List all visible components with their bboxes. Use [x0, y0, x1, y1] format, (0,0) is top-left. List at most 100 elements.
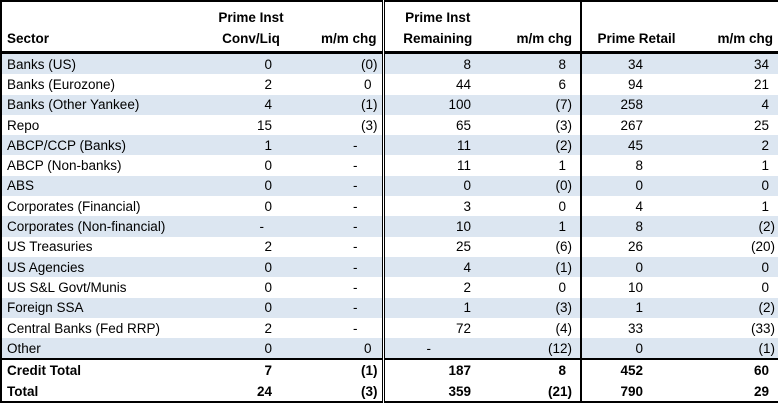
- header-row: Sector Prime Inst Conv/Liq m/m chg Prime…: [1, 1, 778, 54]
- value-cell: 1: [558, 158, 566, 174]
- sector-cell: Banks (Other Yankee): [1, 94, 206, 115]
- sector-cell: Foreign SSA: [1, 297, 206, 318]
- table-row: ABS 0-0 (0) 0 0: [1, 175, 778, 197]
- value-cell: (20): [750, 239, 775, 255]
- value-cell: (3): [361, 383, 378, 399]
- value-cell: 11: [381, 155, 491, 176]
- value-cell: 100: [381, 94, 491, 115]
- value-cell: 2: [381, 277, 491, 298]
- value-cell: (7): [491, 94, 581, 115]
- sector-header-label: Sector: [7, 31, 50, 46]
- value-cell: 10: [381, 216, 491, 237]
- value-cell: 6: [558, 76, 566, 92]
- value-cell: (0): [491, 175, 581, 197]
- value-cell: -: [381, 338, 491, 360]
- value-cell: 15: [256, 117, 272, 133]
- column-header-prime-retail: Prime Retail: [580, 1, 691, 54]
- value-cell: 0: [558, 198, 566, 214]
- value-cell: 0: [580, 256, 691, 278]
- table-row: Other 0 0- (12) 0 (1): [1, 338, 778, 360]
- value-cell: 452: [580, 358, 691, 381]
- total-row: Credit Total 7 (1) 187 8 452 60: [1, 358, 778, 381]
- value-cell: (1): [296, 94, 383, 115]
- sector-cell: ABCP (Non-banks): [7, 158, 122, 174]
- value-cell: 24: [256, 383, 272, 399]
- value-cell: 29: [753, 383, 769, 399]
- value-cell: 0: [206, 338, 296, 360]
- value-cell: (1): [691, 338, 778, 360]
- sector-cell: US Agencies: [1, 256, 206, 278]
- total-row: Total 24 (3) 359 (21) 790 29: [1, 380, 778, 403]
- value-cell: 4: [580, 196, 691, 217]
- value-cell: 0: [580, 338, 691, 360]
- column-header-mm-chg-3: m/m chg: [691, 1, 778, 54]
- value-cell: 1: [580, 297, 691, 318]
- sector-cell: Credit Total: [1, 358, 206, 381]
- column-header-mm-chg-2: m/m chg: [491, 1, 581, 54]
- value-cell: 0: [264, 198, 272, 214]
- value-cell: 790: [580, 380, 691, 403]
- value-cell: 2: [264, 320, 272, 336]
- value-cell: (1): [491, 256, 581, 278]
- sector-cell: Central Banks (Fed RRP): [7, 320, 161, 336]
- value-cell: 26: [580, 236, 691, 257]
- value-cell: 11: [381, 135, 491, 156]
- table-row: Banks (US) 0 (0) 8 8 34 34: [1, 52, 778, 75]
- value-cell: 8: [580, 216, 691, 237]
- column-header-mm-chg-1: m/m chg: [296, 1, 383, 54]
- value-cell: 2: [264, 76, 272, 92]
- table-row: Repo 15 (3) 65 (3) 267 25: [1, 114, 778, 136]
- header-sub-label: Prime Retail: [597, 31, 676, 46]
- table-row: US Treasuries 2 - 25 (6) 26 (20): [1, 236, 778, 257]
- value-cell: -: [353, 198, 358, 214]
- table-row: Banks (Other Yankee) 4 (1) 100 (7) 258 4: [1, 94, 778, 115]
- table-row: US Agencies 0-4 (1) 0 0: [1, 256, 778, 278]
- value-cell: (3): [555, 117, 573, 133]
- value-cell: 1: [491, 216, 581, 237]
- table-row: Corporates (Non-financial) - -10 1 8 (2): [1, 216, 778, 237]
- sector-cell: Banks (Eurozone): [7, 76, 116, 92]
- header-sub-label: m/m chg: [320, 31, 377, 46]
- value-cell: -: [353, 279, 358, 295]
- value-cell: 4: [691, 94, 778, 115]
- value-cell: (12): [491, 338, 581, 360]
- table-row: ABCP (Non-banks) 0-11 1 8 1: [1, 155, 778, 176]
- value-cell: (33): [750, 320, 775, 336]
- header-sub-label: Conv/Liq: [222, 31, 280, 46]
- table-row: Foreign SSA 0-1 (3) 1 (2): [1, 297, 778, 318]
- value-cell: 72: [381, 317, 491, 339]
- value-cell: 94: [580, 74, 691, 95]
- value-cell: -: [296, 175, 383, 197]
- value-cell: 3: [381, 196, 491, 217]
- value-cell: 187: [381, 358, 491, 381]
- value-cell: 0: [761, 279, 769, 295]
- column-header-prime-inst-conv-liq: Prime Inst Conv/Liq: [206, 1, 296, 54]
- value-cell: 0: [206, 256, 296, 278]
- value-cell: (2): [691, 216, 778, 237]
- sector-cell: US Treasuries: [7, 239, 93, 255]
- header-sub-label: Remaining: [403, 31, 473, 46]
- value-cell: 4: [381, 256, 491, 278]
- value-cell: 0: [206, 52, 296, 75]
- value-cell: (4): [555, 320, 573, 336]
- value-cell: -: [296, 297, 383, 318]
- value-cell: (6): [555, 239, 573, 255]
- value-cell: 0: [580, 175, 691, 197]
- value-cell: 0: [206, 297, 296, 318]
- value-cell: 44: [381, 74, 491, 95]
- header-group-label: [583, 7, 691, 28]
- value-cell: 0: [381, 175, 491, 197]
- value-cell: 33: [580, 317, 691, 339]
- header-group-label: [296, 7, 377, 28]
- value-cell: (1): [296, 358, 383, 381]
- value-cell: 0: [264, 279, 272, 295]
- table-row: Banks (Eurozone) 2 0 44 6 94 21: [1, 74, 778, 95]
- column-header-prime-inst-remaining: Prime Inst Remaining: [381, 1, 491, 54]
- value-cell: -: [296, 216, 383, 237]
- table-row: Central Banks (Fed RRP) 2 - 72 (4) 33 (33): [1, 317, 778, 339]
- value-cell: 1: [761, 158, 769, 174]
- sector-cell: Corporates (Non-financial): [1, 216, 206, 237]
- value-cell: -: [206, 216, 296, 237]
- value-cell: 8: [491, 52, 581, 75]
- value-cell: 4: [206, 94, 296, 115]
